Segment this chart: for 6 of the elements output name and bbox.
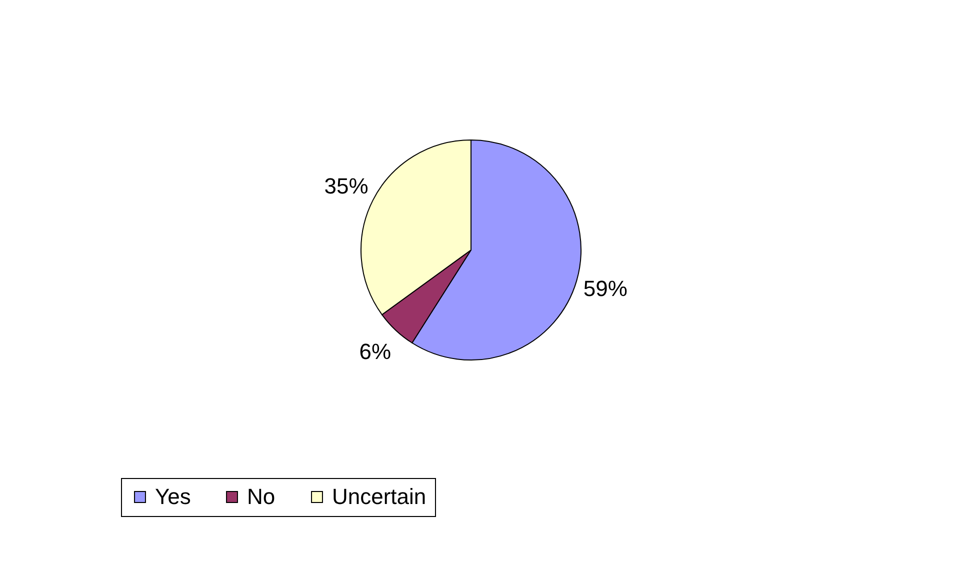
legend-label: No (247, 484, 276, 509)
legend-label: Uncertain (332, 484, 426, 509)
data-label: 35% (324, 173, 368, 198)
data-label: 59% (583, 276, 628, 302)
legend-label: Yes (155, 484, 191, 509)
data-label: 6% (359, 339, 392, 364)
